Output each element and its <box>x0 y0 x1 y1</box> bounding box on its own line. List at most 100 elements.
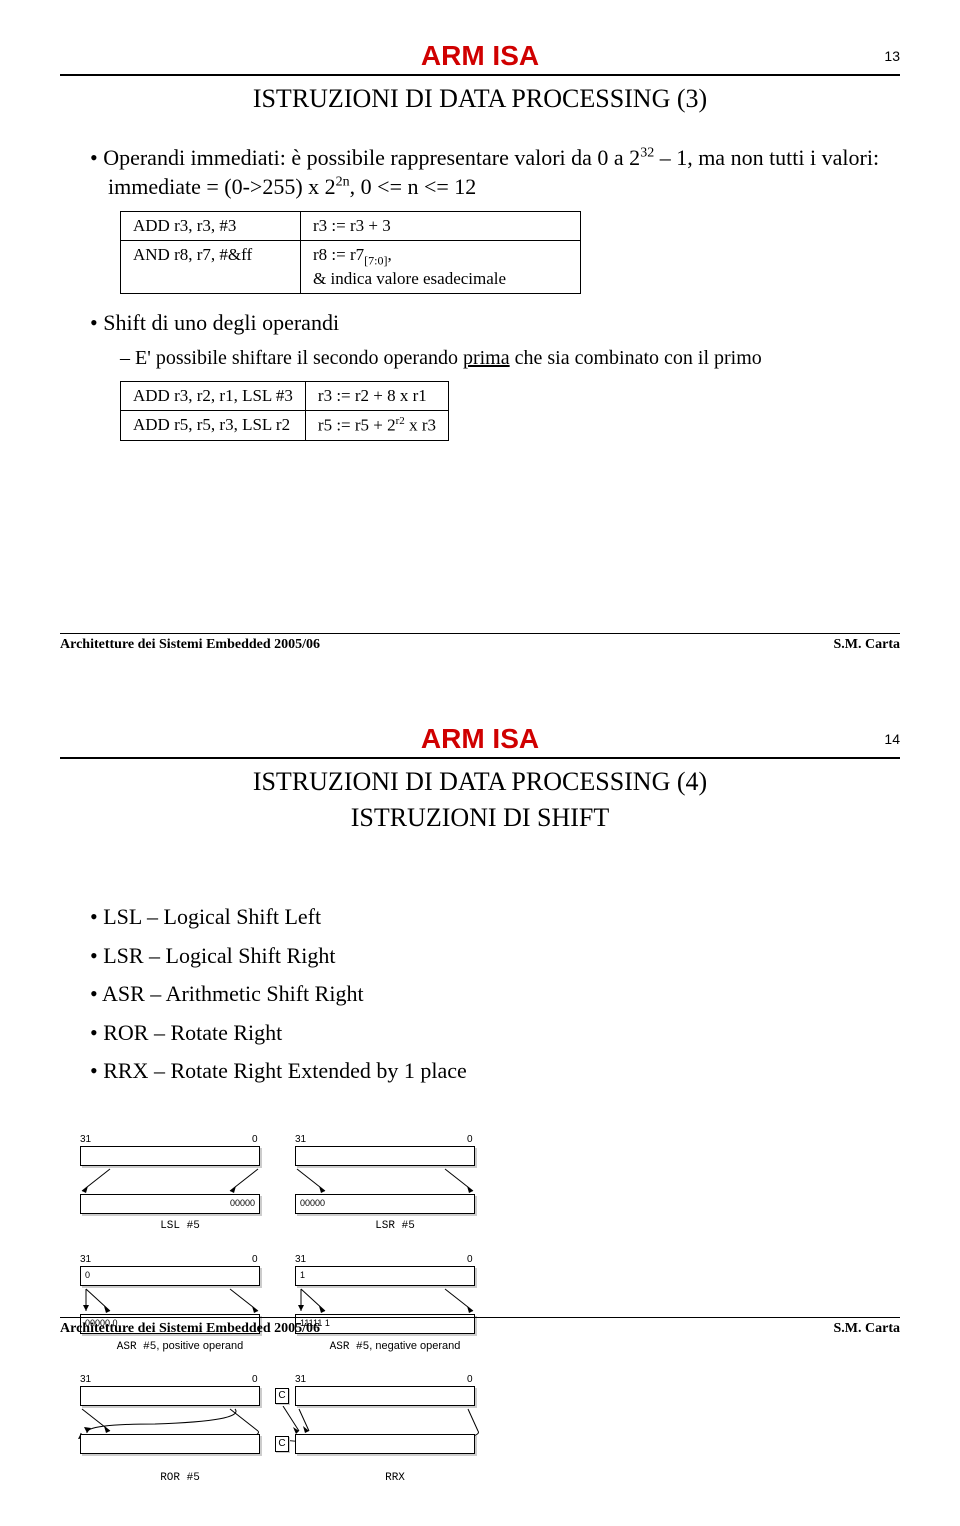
bit-label-0: 0 <box>467 1254 473 1265</box>
text: , <box>387 245 391 264</box>
list-item: RRX – Rotate Right Extended by 1 place <box>90 1057 470 1086</box>
table-cell: ADD r5, r5, r3, LSL r2 <box>121 411 306 441</box>
footer-left: Architetture dei Sistemi Embedded 2005/0… <box>60 1321 320 1337</box>
diagram-caption: ASR #5, positive operand <box>80 1340 280 1353</box>
fill-bits: 00000 <box>300 1198 325 1208</box>
list-item: LSL – Logical Shift Left <box>90 903 470 932</box>
footer-right: S.M. Carta <box>834 637 901 653</box>
ror-diagram: 31 0 ROR #5 <box>80 1386 280 1484</box>
diagram-caption: LSR #5 <box>295 1220 495 1232</box>
bullet-shift-operand: Shift di uno degli operandi <box>90 309 900 338</box>
underlined-text: prima <box>463 347 510 369</box>
superscript: 2n <box>336 174 350 189</box>
source-register <box>80 1146 260 1166</box>
footer-rule <box>60 1317 900 1318</box>
superscript: r2 <box>396 415 405 427</box>
bit-label-31: 31 <box>295 1254 306 1265</box>
bit-label-0: 0 <box>252 1254 258 1265</box>
text: x r3 <box>405 416 436 435</box>
header-rule <box>60 74 900 76</box>
caption-text: , positive operand <box>156 1340 243 1352</box>
table-cell: r8 := r7[7:0], & indica valore esadecima… <box>301 241 581 293</box>
diagram-caption: RRX <box>295 1472 495 1484</box>
bit-label-31: 31 <box>80 1134 91 1145</box>
slide-footer: Architetture dei Sistemi Embedded 2005/0… <box>60 1317 900 1337</box>
table-cell: ADD r3, r3, #3 <box>121 212 301 241</box>
sign-bit: 1 <box>300 1270 305 1280</box>
bit-label-31: 31 <box>295 1374 306 1385</box>
bit-label-0: 0 <box>252 1134 258 1145</box>
footer-row: Architetture dei Sistemi Embedded 2005/0… <box>60 637 900 653</box>
table-cell: r5 := r5 + 2r2 x r3 <box>305 411 448 441</box>
shift-instructions-list: LSL – Logical Shift Left LSR – Logical S… <box>90 903 470 1096</box>
slide-content: Operandi immediati: è possibile rapprese… <box>90 144 900 441</box>
bullet-immediate-operands: Operandi immediati: è possibile rapprese… <box>90 144 900 201</box>
fill-bits: 00000 <box>230 1198 255 1208</box>
result-register <box>295 1434 475 1454</box>
source-register: 1 <box>295 1266 475 1286</box>
arm-isa-title: ARM ISA <box>60 40 900 72</box>
diagram-caption: LSL #5 <box>80 1220 280 1232</box>
text: Operandi immediati: è possibile rapprese… <box>103 145 640 170</box>
shift-examples-table: ADD r3, r2, r1, LSL #3 r3 := r2 + 8 x r1… <box>120 381 449 441</box>
text: r5 := r5 + 2 <box>318 416 396 435</box>
bit-label-31: 31 <box>295 1134 306 1145</box>
slide-subtitle: ISTRUZIONI DI DATA PROCESSING (3) <box>60 84 900 114</box>
source-register: 0 <box>80 1266 260 1286</box>
footer-rule <box>60 633 900 634</box>
source-register <box>80 1386 260 1406</box>
diagram-caption: ASR #5, negative operand <box>295 1340 495 1353</box>
result-register <box>80 1434 260 1454</box>
page-number: 13 <box>884 48 900 64</box>
list-item: LSR – Logical Shift Right <box>90 942 470 971</box>
asr-positive-diagram: 31 0 0 00000 0 ASR #5, positive operand <box>80 1266 280 1353</box>
slide-header: ARM ISA 14 <box>60 723 900 755</box>
shift-arrows-icon <box>80 1166 262 1194</box>
shift-arrows-icon <box>295 1286 477 1314</box>
source-register <box>295 1146 475 1166</box>
bit-label-0: 0 <box>252 1374 258 1385</box>
caption-text: , negative operand <box>369 1340 460 1352</box>
subscript: [7:0] <box>364 254 387 268</box>
immediate-examples-table: ADD r3, r3, #3 r3 := r3 + 3 AND r8, r7, … <box>120 211 581 293</box>
asr-negative-diagram: 31 0 1 11111 1 ASR #5, negative operand <box>295 1266 495 1353</box>
caption-code: ASR #5 <box>330 1341 370 1353</box>
dash-shift-detail: E' possibile shiftare il secondo operand… <box>120 345 900 371</box>
text: & indica valore esadecimale <box>313 269 506 288</box>
shift-arrows-icon <box>295 1166 477 1194</box>
caption-code: ASR #5 <box>117 1341 157 1353</box>
result-register: 00000 <box>295 1194 475 1214</box>
lsr-diagram: 31 0 00000 LSR #5 <box>295 1146 495 1232</box>
page-number: 14 <box>884 731 900 747</box>
slide-13: ARM ISA 13 ISTRUZIONI DI DATA PROCESSING… <box>0 0 960 683</box>
table-cell: r3 := r3 + 3 <box>301 212 581 241</box>
list-item: ASR – Arithmetic Shift Right <box>90 980 470 1009</box>
slide-14: ARM ISA 14 ISTRUZIONI DI DATA PROCESSING… <box>0 683 960 1367</box>
slide-header: ARM ISA 13 <box>60 40 900 72</box>
rrx-diagram: 31 0 C C RRX <box>295 1386 495 1484</box>
table-cell: r3 := r2 + 8 x r1 <box>305 382 448 411</box>
text: , 0 <= n <= 12 <box>350 174 477 199</box>
result-register: 00000 <box>80 1194 260 1214</box>
arm-isa-title: ARM ISA <box>60 723 900 755</box>
bit-label-31: 31 <box>80 1254 91 1265</box>
source-register <box>295 1386 475 1406</box>
text: r8 := r7 <box>313 245 364 264</box>
footer-row: Architetture dei Sistemi Embedded 2005/0… <box>60 1321 900 1337</box>
lsl-diagram: 31 0 00000 LSL #5 <box>80 1146 280 1232</box>
text: E' possibile shiftare il secondo operand… <box>135 347 463 369</box>
bit-label-31: 31 <box>80 1374 91 1385</box>
text: che sia combinato con il primo <box>510 347 762 369</box>
diagram-caption: ROR #5 <box>80 1472 280 1484</box>
shift-arrows-icon <box>80 1286 262 1314</box>
footer-left: Architetture dei Sistemi Embedded 2005/0… <box>60 637 320 653</box>
header-rule <box>60 757 900 759</box>
superscript: 32 <box>640 146 654 161</box>
table-cell: ADD r3, r2, r1, LSL #3 <box>121 382 306 411</box>
bit-label-0: 0 <box>467 1374 473 1385</box>
carry-flag-in: C <box>275 1388 289 1404</box>
text: – 1, ma non tutti i valori: <box>654 145 879 170</box>
slide-footer: Architetture dei Sistemi Embedded 2005/0… <box>60 633 900 653</box>
table-cell: AND r8, r7, #&ff <box>121 241 301 293</box>
list-item: ROR – Rotate Right <box>90 1019 470 1048</box>
